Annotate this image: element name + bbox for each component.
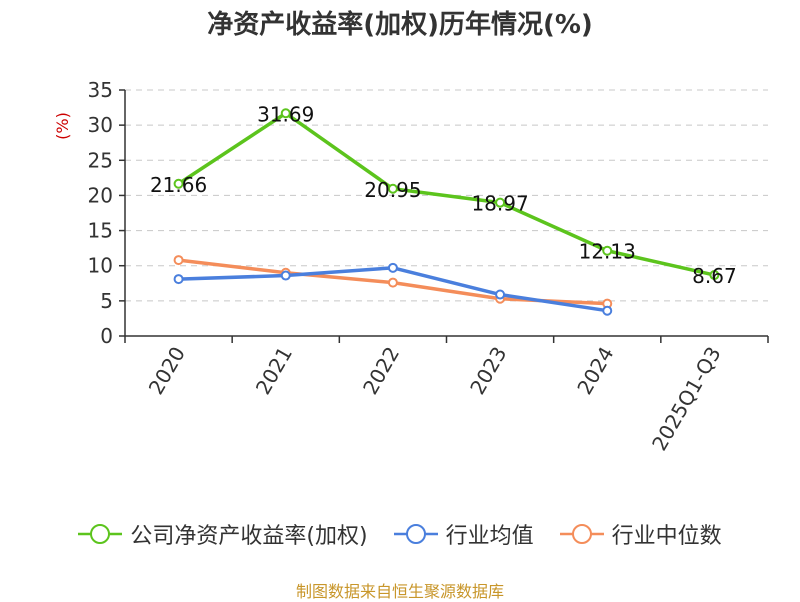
x-tick-label: 2021	[251, 343, 297, 399]
x-tick-label: 2022	[358, 343, 404, 399]
legend-label: 行业中位数	[611, 524, 722, 549]
data-point	[173, 255, 184, 266]
data-point	[280, 108, 291, 119]
legend-label: 行业均值	[445, 524, 534, 549]
legend-item[interactable]: 公司净资产收益率(加权)	[78, 518, 368, 550]
y-tick-label: 15	[88, 219, 113, 243]
y-tick-label: 5	[100, 289, 113, 313]
legend-marker-icon	[393, 524, 438, 544]
series-lines	[173, 108, 720, 316]
data-point	[709, 270, 720, 281]
legend-label: 公司净资产收益率(加权)	[130, 524, 368, 549]
data-point	[280, 270, 291, 281]
legend-marker-icon	[78, 524, 123, 544]
y-axis-label: (%)	[53, 112, 72, 140]
series-line	[177, 111, 715, 277]
data-labels: 21.66 31.69 20.95 18.97 12.13 8.67	[150, 102, 737, 288]
data-label: 31.69	[257, 102, 314, 126]
data-label: 12.13	[579, 240, 636, 264]
data-label: 21.66	[150, 173, 207, 197]
legend-item[interactable]: 行业均值	[393, 518, 534, 550]
y-tick-label: 35	[88, 78, 113, 102]
data-point	[602, 305, 613, 316]
data-point	[495, 289, 506, 300]
x-tick-label: 2024	[572, 343, 618, 399]
data-label: 20.95	[364, 178, 421, 202]
data-label: 8.67	[692, 264, 737, 288]
data-point	[602, 245, 613, 256]
data-point	[173, 178, 184, 189]
legend-item[interactable]: 行业中位数	[559, 518, 722, 550]
x-tick-label: 2023	[465, 343, 511, 399]
y-tick-label: 25	[88, 148, 113, 172]
data-point	[387, 277, 398, 288]
x-tick-label: 2025Q1-Q3	[647, 343, 726, 455]
data-point	[387, 183, 398, 194]
chart-title: 净资产收益率(加权)历年情况(%)	[207, 10, 593, 40]
y-tick-label: 30	[88, 113, 113, 137]
x-tick-label: 2020	[144, 343, 190, 399]
data-point	[495, 197, 506, 208]
legend-marker-icon	[559, 524, 604, 544]
legend: 公司净资产收益率(加权) 行业均值 行业中位数	[0, 518, 800, 550]
axes: 0 5 10 15 20 25 30 35 2020 2021 2022 2023 2024 2025Q1…	[88, 78, 769, 455]
y-tick-label: 10	[88, 254, 113, 278]
data-label: 18.97	[471, 192, 528, 216]
y-tick-label: 0	[100, 324, 113, 348]
series-line	[178, 266, 608, 313]
data-point	[387, 262, 398, 273]
data-point	[173, 274, 184, 285]
source-note: 制图数据来自恒生聚源数据库	[295, 582, 504, 601]
y-tick-label: 20	[88, 183, 113, 207]
